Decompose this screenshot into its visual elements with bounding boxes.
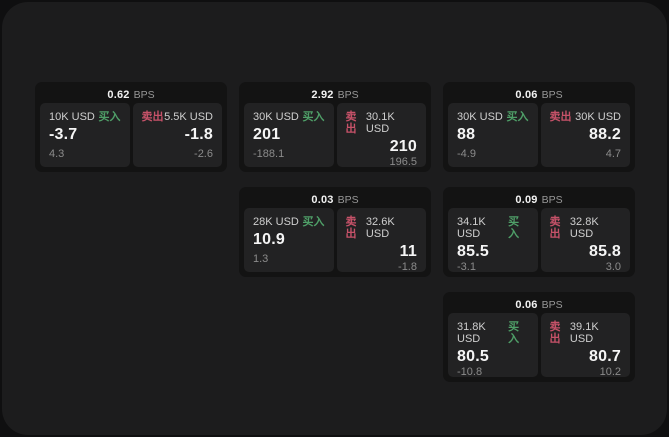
bps-header: 2.92 BPS [244, 86, 426, 103]
buy-amount: 30K USD [457, 111, 503, 123]
buy-tag: 买入 [302, 216, 325, 228]
sell-price: 88.2 [589, 126, 621, 143]
buy-tag: 买入 [508, 216, 520, 240]
bps-value: 0.62 [107, 88, 130, 101]
buy-panel[interactable]: 10K USD 买入 -3.7 4.3 [40, 103, 130, 167]
buy-price: 80.5 [457, 348, 489, 365]
bps-unit-label: BPS [337, 193, 359, 206]
buy-change: -10.8 [457, 366, 483, 378]
sell-panel[interactable]: 卖出 32.6K USD 11 -1.8 [336, 208, 426, 273]
quote-panels: 34.1K USD 买入 85.5 -3.1 卖出 32.8K USD 85.8… [448, 208, 630, 273]
buy-tag: 买入 [98, 111, 121, 123]
buy-change: -3.1 [457, 261, 476, 273]
bps-unit-label: BPS [541, 298, 563, 311]
sell-tag: 卖出 [549, 111, 572, 123]
sell-amount: 39.1K USD [569, 321, 599, 345]
bps-header: 0.62 BPS [40, 86, 222, 103]
buy-tag: 买入 [302, 111, 325, 123]
buy-change: 4.3 [49, 148, 65, 160]
buy-amount: 31.8K USD [457, 321, 486, 345]
bps-unit-label: BPS [337, 88, 359, 101]
sell-price: 210 [389, 138, 417, 155]
buy-price: 10.9 [253, 231, 285, 248]
sell-panel[interactable]: 卖出 5.5K USD -1.8 -2.6 [132, 103, 222, 167]
sell-panel[interactable]: 卖出 32.8K USD 85.8 3.0 [540, 208, 630, 273]
quote-card-grid: 0.62 BPS 10K USD 买入 -3.7 4.3 卖出 5.5K USD… [35, 82, 635, 382]
buy-amount: 30K USD [253, 111, 299, 123]
quote-card: 0.06 BPS 30K USD 买入 88 -4.9 卖出 30K USD 8… [443, 82, 635, 172]
buy-price: 85.5 [457, 243, 489, 260]
sell-price: 85.8 [589, 243, 621, 260]
quote-card: 0.09 BPS 34.1K USD 买入 85.5 -3.1 卖出 32.8K… [443, 187, 635, 277]
buy-panel[interactable]: 30K USD 买入 88 -4.9 [448, 103, 538, 167]
buy-price: 201 [253, 126, 281, 143]
buy-tag: 买入 [506, 111, 529, 123]
sell-amount: 30.1K USD [365, 111, 395, 135]
quote-card: 0.03 BPS 28K USD 买入 10.9 1.3 卖出 32.6K US… [239, 187, 431, 277]
sell-price: 80.7 [589, 348, 621, 365]
sell-amount: 5.5K USD [164, 111, 213, 123]
bps-unit-label: BPS [541, 193, 563, 206]
buy-price: -3.7 [49, 126, 78, 143]
sell-change: 196.5 [389, 156, 417, 168]
buy-panel[interactable]: 30K USD 买入 201 -188.1 [244, 103, 334, 167]
sell-amount: 32.6K USD [365, 216, 395, 240]
buy-amount: 34.1K USD [457, 216, 486, 240]
bps-value: 0.06 [515, 298, 538, 311]
sell-change: 4.7 [605, 148, 621, 160]
buy-panel[interactable]: 34.1K USD 买入 85.5 -3.1 [448, 208, 538, 273]
bps-header: 0.09 BPS [448, 191, 630, 208]
sell-price: 11 [399, 243, 417, 260]
sell-panel[interactable]: 卖出 30.1K USD 210 196.5 [336, 103, 426, 168]
sell-change: 10.2 [599, 366, 621, 378]
quote-panels: 30K USD 买入 201 -188.1 卖出 30.1K USD 210 1… [244, 103, 426, 168]
sell-amount: 30K USD [575, 111, 621, 123]
sell-tag: 卖出 [141, 111, 164, 123]
buy-amount: 10K USD [49, 111, 95, 123]
bps-unit-label: BPS [541, 88, 563, 101]
sell-price: -1.8 [184, 126, 213, 143]
bps-header: 0.03 BPS [244, 191, 426, 208]
bps-header: 0.06 BPS [448, 86, 630, 103]
sell-tag: 卖出 [345, 111, 357, 135]
sell-tag: 卖出 [549, 216, 561, 240]
sell-change: -1.8 [398, 261, 417, 273]
quote-card: 2.92 BPS 30K USD 买入 201 -188.1 卖出 30.1K … [239, 82, 431, 172]
sell-tag: 卖出 [345, 216, 357, 240]
bps-value: 0.09 [515, 193, 538, 206]
bps-value: 0.06 [515, 88, 538, 101]
quote-card: 0.06 BPS 31.8K USD 买入 80.5 -10.8 卖出 39.1… [443, 292, 635, 382]
bps-header: 0.06 BPS [448, 296, 630, 313]
buy-panel[interactable]: 28K USD 买入 10.9 1.3 [244, 208, 334, 272]
buy-change: -188.1 [253, 148, 285, 160]
sell-change: 3.0 [605, 261, 621, 273]
sell-panel[interactable]: 卖出 39.1K USD 80.7 10.2 [540, 313, 630, 378]
bps-unit-label: BPS [133, 88, 155, 101]
sell-change: -2.6 [194, 148, 213, 160]
sell-amount: 32.8K USD [569, 216, 599, 240]
buy-amount: 28K USD [253, 216, 299, 228]
bps-value: 0.03 [311, 193, 334, 206]
buy-change: 1.3 [253, 253, 269, 265]
buy-price: 88 [457, 126, 476, 143]
quote-panels: 10K USD 买入 -3.7 4.3 卖出 5.5K USD -1.8 -2.… [40, 103, 222, 167]
buy-panel[interactable]: 31.8K USD 买入 80.5 -10.8 [448, 313, 538, 378]
sell-tag: 卖出 [549, 321, 561, 345]
sell-panel[interactable]: 卖出 30K USD 88.2 4.7 [540, 103, 630, 167]
quote-panels: 28K USD 买入 10.9 1.3 卖出 32.6K USD 11 -1.8 [244, 208, 426, 273]
quote-panels: 31.8K USD 买入 80.5 -10.8 卖出 39.1K USD 80.… [448, 313, 630, 378]
quote-panels: 30K USD 买入 88 -4.9 卖出 30K USD 88.2 4.7 [448, 103, 630, 167]
buy-tag: 买入 [508, 321, 520, 345]
bps-value: 2.92 [311, 88, 334, 101]
buy-change: -4.9 [457, 148, 476, 160]
quote-card: 0.62 BPS 10K USD 买入 -3.7 4.3 卖出 5.5K USD… [35, 82, 227, 172]
